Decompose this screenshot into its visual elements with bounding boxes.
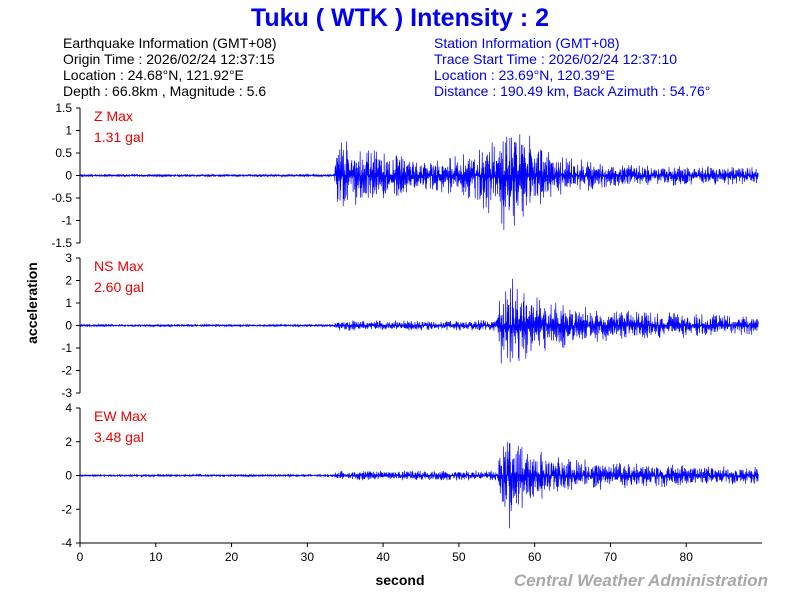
x-tick-label: 30: [301, 550, 315, 564]
x-tick-label: 70: [604, 550, 618, 564]
x-tick-label: 20: [225, 550, 239, 564]
x-tick-label: 50: [452, 550, 466, 564]
trace-start-time: Trace Start Time : 2026/02/24 12:37:10: [434, 51, 677, 67]
y-tick-label: -2: [61, 364, 72, 378]
y-tick-label: 4: [65, 401, 72, 415]
station-distance: Distance : 190.49 km, Back Azimuth : 54.…: [434, 83, 710, 99]
max-title-ew: EW Max: [94, 408, 147, 424]
x-axis: 0 10 20 30 40 50 60 70 80: [77, 542, 762, 564]
y-tick-label: 3: [65, 251, 72, 265]
depth-magnitude: Depth : 66.8km , Magnitude : 5.6: [63, 83, 266, 99]
x-axis-label: second: [375, 572, 424, 588]
x-tick-label: 0: [77, 550, 84, 564]
station-location: Location : 23.69°N, 120.39°E: [434, 67, 615, 83]
y-tick-label: -1.5: [51, 236, 72, 250]
y-tick-label: -4: [61, 536, 72, 550]
y-tick-label: 1: [65, 124, 72, 138]
waveform-trace-z: [79, 134, 759, 230]
earthquake-info-header: Earthquake Information (GMT+08): [63, 35, 277, 51]
earthquake-info: Earthquake Information (GMT+08) Origin T…: [63, 35, 277, 99]
origin-time: Origin Time : 2026/02/24 12:37:15: [63, 51, 275, 67]
max-value-ns: 2.60 gal: [94, 279, 144, 295]
x-tick-label: 10: [149, 550, 163, 564]
y-tick-label: -2: [61, 502, 72, 516]
station-info: Station Information (GMT+08) Trace Start…: [434, 35, 710, 99]
y-axis-label: acceleration: [24, 262, 40, 344]
x-tick-label: 60: [528, 550, 542, 564]
y-tick-label: -1: [61, 214, 72, 228]
trace-panel-ns: 3 2 1 0 -1 -2 -3 NS Max 2.60 gal: [61, 251, 759, 400]
chart-title: Tuku ( WTK ) Intensity : 2: [251, 4, 549, 32]
y-tick-label: 2: [65, 435, 72, 449]
y-tick-label: 0: [65, 169, 72, 183]
y-tick-label: 2: [65, 274, 72, 288]
waveform-trace-ew: [79, 441, 759, 529]
trace-panel-ew: 4 2 0 -2 -4 EW Max 3.48 gal: [61, 401, 759, 550]
x-tick-label: 80: [680, 550, 694, 564]
trace-panel-z: 1.5 1 0.5 0 -0.5 -1 -1.5 Z Max 1.31 gal: [51, 101, 759, 250]
y-tick-label: 1: [65, 296, 72, 310]
credit-label: Central Weather Administration: [514, 571, 768, 590]
max-title-z: Z Max: [94, 108, 133, 124]
y-tick-label: 0.5: [55, 146, 72, 160]
max-value-z: 1.31 gal: [94, 129, 144, 145]
y-tick-label: -1: [61, 341, 72, 355]
trace-panels: 1.5 1 0.5 0 -0.5 -1 -1.5 Z Max 1.31 gal 3 2 1 0 -1 -2 -…: [51, 101, 759, 550]
max-value-ew: 3.48 gal: [94, 429, 144, 445]
y-tick-label: -3: [61, 386, 72, 400]
epicenter-location: Location : 24.68°N, 121.92°E: [63, 67, 244, 83]
waveform-trace-ns: [79, 278, 759, 364]
y-tick-label: 0: [65, 469, 72, 483]
x-tick-label: 40: [376, 550, 390, 564]
max-title-ns: NS Max: [94, 258, 144, 274]
station-info-header: Station Information (GMT+08): [434, 35, 620, 51]
y-tick-label: -0.5: [51, 191, 72, 205]
y-tick-label: 1.5: [55, 101, 72, 115]
y-tick-label: 0: [65, 319, 72, 333]
